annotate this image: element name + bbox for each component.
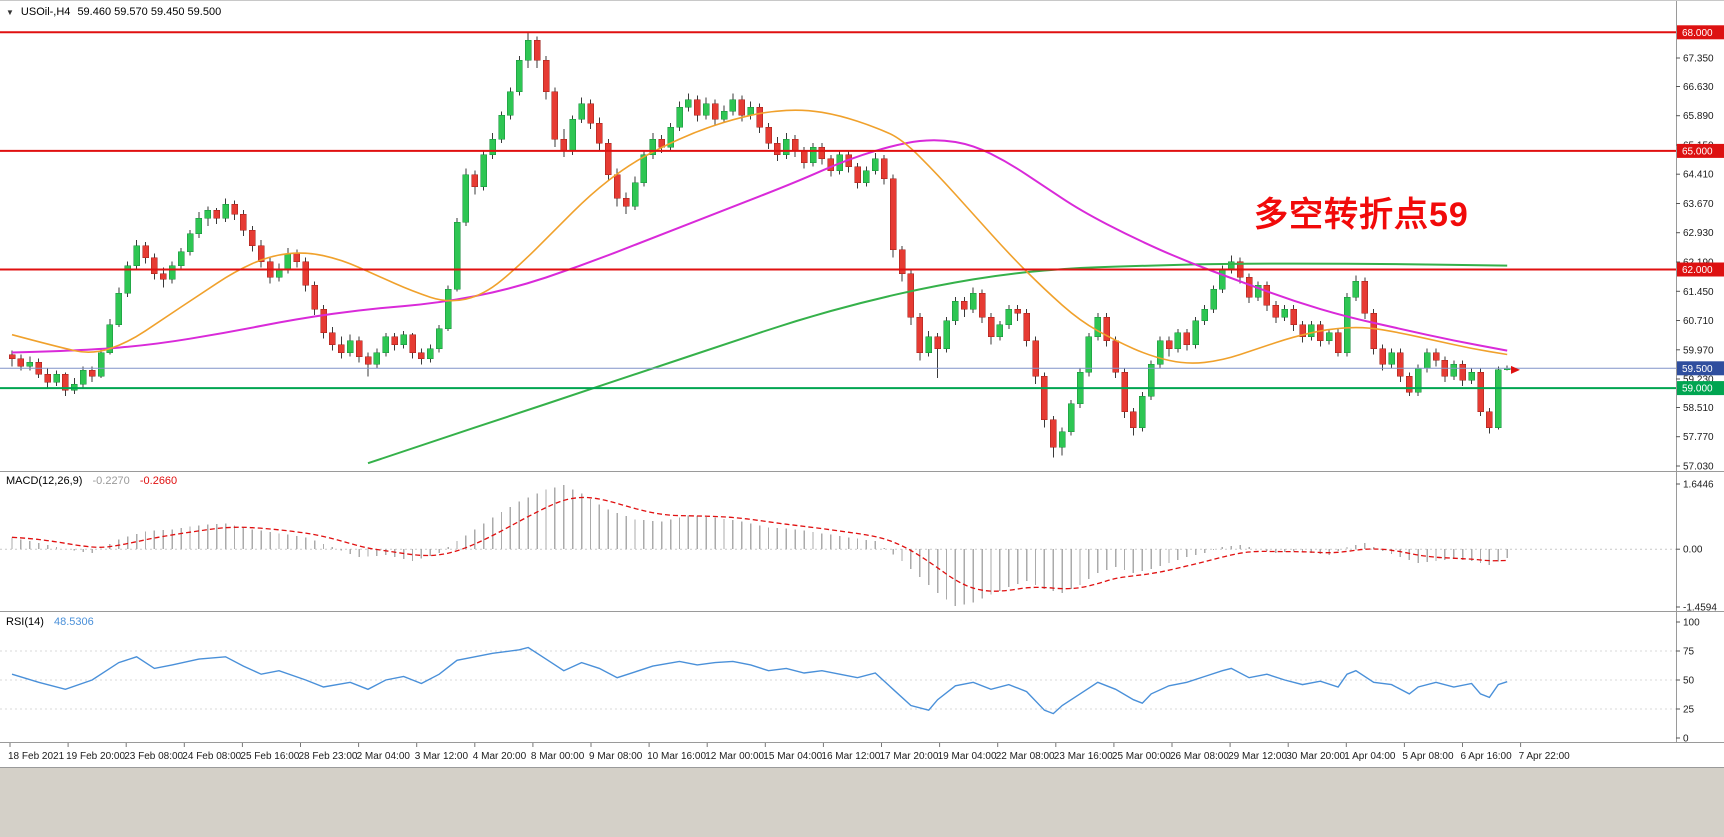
chart-svg: 67.35066.63065.89065.15064.41063.67062.9… [0, 1, 1724, 767]
svg-text:15 Mar 04:00: 15 Mar 04:00 [763, 751, 822, 762]
price-chart-canvas[interactable]: 67.35066.63065.89065.15064.41063.67062.9… [0, 1, 1724, 767]
ma-fast-line[interactable] [11, 109, 1508, 364]
svg-text:66.630: 66.630 [1683, 82, 1714, 93]
svg-text:50: 50 [1683, 676, 1695, 687]
ohlc-values: 59.460 59.570 59.450 59.500 [77, 6, 222, 18]
svg-text:64.410: 64.410 [1683, 170, 1714, 181]
svg-text:-1.4594: -1.4594 [1683, 603, 1717, 614]
macd-signal-line [11, 496, 1508, 592]
symbol-ohlc-line: ▼ USOil-,H4 59.460 59.570 59.450 59.500 [6, 6, 221, 18]
svg-text:1 Apr 04:00: 1 Apr 04:00 [1344, 751, 1396, 762]
svg-text:0: 0 [1683, 734, 1689, 745]
svg-text:25 Feb 16:00: 25 Feb 16:00 [240, 751, 299, 762]
svg-text:2 Mar 04:00: 2 Mar 04:00 [357, 751, 411, 762]
svg-text:67.350: 67.350 [1683, 54, 1714, 65]
svg-text:12 Mar 00:00: 12 Mar 00:00 [705, 751, 764, 762]
svg-text:57.770: 57.770 [1683, 432, 1714, 443]
svg-text:65.890: 65.890 [1683, 111, 1714, 122]
rsi-pane[interactable]: 100 75 50 25 0 [0, 618, 1700, 745]
svg-text:57.030: 57.030 [1683, 462, 1714, 473]
svg-text:23 Mar 16:00: 23 Mar 16:00 [1054, 751, 1113, 762]
svg-text:59.500: 59.500 [1682, 364, 1713, 375]
price-axis[interactable]: 67.35066.63065.89065.15064.41063.67062.9… [1676, 25, 1724, 473]
macd-signal-value: -0.2660 [139, 475, 178, 487]
price-marker-icon [1511, 365, 1520, 374]
svg-text:60.710: 60.710 [1683, 316, 1714, 327]
svg-text:16 Mar 12:00: 16 Mar 12:00 [821, 751, 880, 762]
svg-text:1.6446: 1.6446 [1683, 480, 1714, 491]
svg-text:19 Mar 04:00: 19 Mar 04:00 [938, 751, 997, 762]
svg-text:62.930: 62.930 [1683, 228, 1714, 239]
svg-text:8 Mar 00:00: 8 Mar 00:00 [531, 751, 585, 762]
svg-text:9 Mar 08:00: 9 Mar 08:00 [589, 751, 643, 762]
svg-text:18 Feb 2021: 18 Feb 2021 [8, 751, 65, 762]
svg-text:6 Apr 16:00: 6 Apr 16:00 [1461, 751, 1513, 762]
rsi-indicator-label: RSI(14) 48.5306 [6, 616, 94, 628]
macd-indicator-label: MACD(12,26,9) -0.2270 -0.2660 [6, 475, 177, 487]
svg-text:68.000: 68.000 [1682, 28, 1713, 39]
svg-text:59.230: 59.230 [1683, 375, 1714, 386]
svg-text:61.450: 61.450 [1683, 287, 1714, 298]
svg-text:58.510: 58.510 [1683, 403, 1714, 414]
svg-text:10 Mar 16:00: 10 Mar 16:00 [647, 751, 706, 762]
svg-text:5 Apr 08:00: 5 Apr 08:00 [1402, 751, 1454, 762]
svg-text:62.000: 62.000 [1682, 265, 1713, 276]
svg-text:24 Feb 08:00: 24 Feb 08:00 [182, 751, 241, 762]
annotation-text[interactable]: 多空转折点59 [1254, 196, 1469, 234]
window-bottom-area [0, 767, 1724, 837]
macd-main-value: -0.2270 [92, 475, 130, 487]
svg-text:100: 100 [1683, 618, 1700, 629]
svg-text:28 Feb 23:00: 28 Feb 23:00 [299, 751, 358, 762]
svg-text:75: 75 [1683, 647, 1695, 658]
svg-text:63.670: 63.670 [1683, 199, 1714, 210]
svg-text:23 Feb 08:00: 23 Feb 08:00 [124, 751, 183, 762]
rsi-line [11, 646, 1508, 715]
svg-text:19 Feb 20:00: 19 Feb 20:00 [66, 751, 125, 762]
svg-text:29 Mar 12:00: 29 Mar 12:00 [1228, 751, 1287, 762]
svg-text:3 Mar 12:00: 3 Mar 12:00 [415, 751, 469, 762]
svg-text:25 Mar 00:00: 25 Mar 00:00 [1112, 751, 1171, 762]
svg-text:4 Mar 20:00: 4 Mar 20:00 [473, 751, 527, 762]
svg-text:17 Mar 20:00: 17 Mar 20:00 [880, 751, 939, 762]
svg-text:0.00: 0.00 [1683, 545, 1703, 556]
svg-text:26 Mar 08:00: 26 Mar 08:00 [1170, 751, 1229, 762]
svg-text:25: 25 [1683, 705, 1695, 716]
svg-text:59.000: 59.000 [1682, 384, 1713, 395]
symbol-title: USOil-,H4 [20, 6, 71, 18]
macd-pane[interactable]: 1.6446 0.00 -1.4594 [0, 480, 1717, 614]
svg-text:59.970: 59.970 [1683, 345, 1714, 356]
ma-slow-line[interactable] [367, 262, 1508, 465]
svg-text:7 Apr 22:00: 7 Apr 22:00 [1519, 751, 1571, 762]
rsi-name: RSI(14) [6, 616, 44, 628]
macd-name: MACD(12,26,9) [6, 475, 83, 487]
svg-text:65.000: 65.000 [1682, 146, 1713, 157]
svg-text:22 Mar 08:00: 22 Mar 08:00 [996, 751, 1055, 762]
time-axis[interactable]: 18 Feb 2021 19 Feb 20:00 23 Feb 08:00 24 Fe… [8, 743, 1570, 762]
rsi-value: 48.5306 [53, 616, 94, 628]
svg-text:30 Mar 20:00: 30 Mar 20:00 [1286, 751, 1345, 762]
collapse-triangle-icon[interactable]: ▼ [6, 7, 14, 17]
